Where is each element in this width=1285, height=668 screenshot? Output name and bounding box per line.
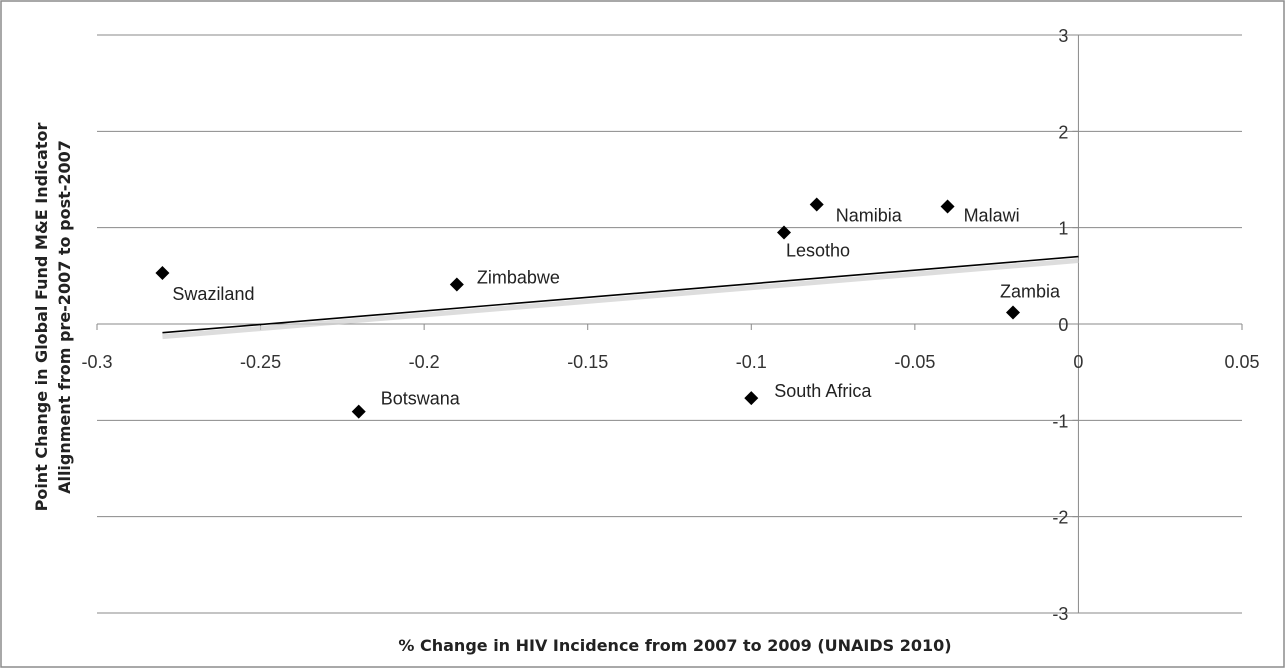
x-tick-label: 0 xyxy=(1073,352,1083,372)
point-label: Lesotho xyxy=(786,240,850,260)
point-label: Swaziland xyxy=(172,284,254,304)
data-point-lesotho xyxy=(777,225,791,240)
gridlines xyxy=(97,34,1242,614)
x-tick-label: -0.2 xyxy=(409,352,440,372)
point-label: Zambia xyxy=(1000,281,1061,301)
x-tick-label: -0.1 xyxy=(736,352,767,372)
trendline-shadow xyxy=(162,258,1079,340)
data-point-south-africa xyxy=(744,391,759,406)
point-label: South Africa xyxy=(774,381,872,401)
x-axis-title: % Change in HIV Incidence from 2007 to 2… xyxy=(398,636,951,655)
trendline xyxy=(162,255,1079,334)
tick-labels: -0.3 -0.25 -0.2 -0.15 -0.1 -0.05 0 0.05 3 2 1 0 -1 -2… xyxy=(81,26,1259,624)
data-point-swaziland xyxy=(155,265,170,280)
x-tick-label: -0.15 xyxy=(567,352,608,372)
point-label: Namibia xyxy=(836,206,903,226)
point-label: Zimbabwe xyxy=(477,268,560,288)
data-point-namibia xyxy=(809,197,824,212)
point-label: Botswana xyxy=(381,389,461,409)
data-point-zimbabwe xyxy=(449,277,464,292)
x-tick-label: 0.05 xyxy=(1224,352,1259,372)
y-tick-label: 3 xyxy=(1058,26,1068,46)
y-tick-label: 1 xyxy=(1058,219,1068,239)
point-label: Malawi xyxy=(964,205,1020,225)
data-point-zambia xyxy=(1006,305,1020,320)
data-point-malawi xyxy=(940,199,955,214)
y-axis-title-line-2: Allignment from pre-2007 to post-2007 xyxy=(55,140,74,494)
y-tick-label: -2 xyxy=(1052,508,1068,528)
y-tick-label: 2 xyxy=(1058,122,1068,142)
y-tick-label: -3 xyxy=(1052,604,1068,624)
y-axis-title-line-1: Point Change in Global Fund M&E Indicato… xyxy=(32,123,51,512)
x-tick-label: -0.05 xyxy=(894,352,935,372)
y-tick-label: -1 xyxy=(1052,411,1068,431)
y-tick-label: 0 xyxy=(1058,315,1068,335)
trendline-group xyxy=(162,255,1079,340)
point-labels: Swaziland Zimbabwe Botswana Lesotho Namibia M… xyxy=(172,205,1061,408)
data-point-botswana xyxy=(351,404,366,419)
data-points xyxy=(155,197,1020,419)
x-tick-label: -0.3 xyxy=(81,352,112,372)
x-tick-label: -0.25 xyxy=(240,352,281,372)
